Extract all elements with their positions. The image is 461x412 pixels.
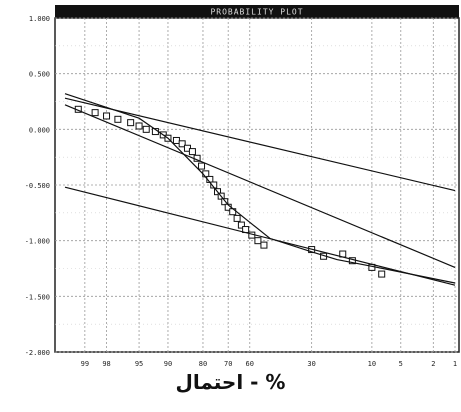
data-point-marker xyxy=(198,162,206,170)
data-point-marker xyxy=(142,125,150,133)
x-tick-label: 30 xyxy=(307,360,315,368)
data-point-marker xyxy=(233,214,241,222)
data-point-marker xyxy=(178,140,186,148)
x-tick-label: 2 xyxy=(431,360,435,368)
x-tick-label: 70 xyxy=(224,360,232,368)
data-point-marker xyxy=(114,115,122,123)
x-tick-label: 99 xyxy=(81,360,89,368)
data-point-marker xyxy=(127,119,135,127)
data-point-marker xyxy=(378,270,386,278)
data-point-marker xyxy=(188,148,196,156)
y-tick-label: -1.500 xyxy=(25,293,50,301)
fitted-curve xyxy=(64,93,456,284)
x-tick-label: 80 xyxy=(199,360,207,368)
fitted-line-1 xyxy=(64,97,456,192)
data-series xyxy=(64,93,456,286)
x-axis-label: % - احتمال xyxy=(175,370,286,394)
y-tick-label: -0.500 xyxy=(25,182,50,190)
data-point-marker xyxy=(103,112,111,120)
x-tick-label: 60 xyxy=(246,360,254,368)
data-point-marker xyxy=(91,109,99,117)
x-tick-label: 10 xyxy=(368,360,376,368)
x-tick-label: 5 xyxy=(399,360,403,368)
x-tick-label: 1 xyxy=(453,360,457,368)
x-tick-label: 98 xyxy=(102,360,110,368)
y-tick-label: 0.000 xyxy=(29,126,50,134)
fitted-line-2 xyxy=(64,104,456,268)
data-point-marker xyxy=(172,136,180,144)
data-point-marker xyxy=(135,122,143,130)
y-tick-label: -1.000 xyxy=(25,238,50,246)
x-tick-label: 95 xyxy=(135,360,143,368)
data-point-marker xyxy=(254,237,262,245)
fitted-line-3 xyxy=(64,186,456,286)
data-point-marker xyxy=(260,241,268,249)
y-tick-label: 0.500 xyxy=(29,71,50,79)
data-point-marker xyxy=(237,221,245,229)
y-tick-label: -2.000 xyxy=(25,349,50,357)
tick-labels: 1.000 0.500 0.000 -0.500 -1.000 -1.500 -2.000 9… xyxy=(25,15,457,368)
chart-title: PROBABILITY PLOT xyxy=(210,8,303,17)
x-tick-label: 90 xyxy=(164,360,172,368)
title-bar xyxy=(55,5,459,18)
y-tick-label: 1.000 xyxy=(29,15,50,23)
